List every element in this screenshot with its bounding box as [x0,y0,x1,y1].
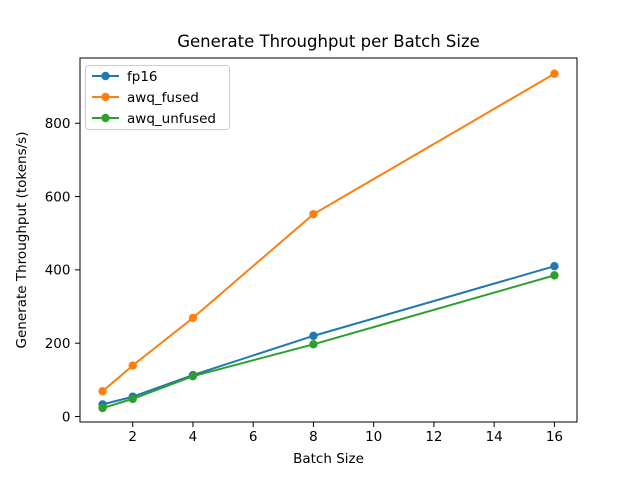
legend-label-awq_unfused: awq_unfused [127,111,216,127]
y-tick-label: 800 [45,116,71,132]
series-marker-awq_fused [128,361,137,370]
legend-marker-sample [101,92,110,102]
x-tick-label: 14 [486,429,503,445]
x-tick-label: 16 [546,429,563,445]
series-marker-awq_unfused [98,403,107,413]
series-marker-awq_unfused [188,371,198,381]
x-tick-label: 2 [128,429,137,445]
x-tick-label: 4 [189,429,198,445]
series-marker-awq_unfused [550,271,559,280]
series-marker-awq_unfused [309,340,318,349]
y-tick-label: 400 [45,263,71,279]
chart-title: Generate Throughput per Batch Size [177,32,480,51]
series-marker-awq_fused [309,209,318,219]
legend: fp16 awq_fused awq_unfused [85,65,230,130]
y-tick-label: 200 [45,336,71,352]
y-tick-label: 0 [62,409,71,425]
series-marker-fp16 [309,331,318,341]
series-marker-awq_unfused [128,394,137,404]
x-tick-label: 6 [249,429,258,445]
legend-box [85,65,230,130]
series-marker-awq_fused [98,387,107,396]
x-tick-label: 12 [425,429,442,445]
axes-layer: 2 4 6 8 10 12 14 16 0 200 400 600 800 [45,116,563,445]
legend-label-fp16: fp16 [127,69,158,85]
legend-marker-sample [101,113,110,123]
series-marker-awq_fused [188,313,198,323]
series-marker-fp16 [550,262,559,271]
x-tick-label: 10 [365,429,382,445]
x-axis-label: Batch Size [293,451,364,467]
x-tick-label: 8 [309,429,318,445]
series-layer [98,69,559,413]
y-axis-label: Generate Throughput (tokens/s) [14,132,30,349]
legend-label-awq_fused: awq_fused [127,90,199,106]
series-marker-awq_fused [550,69,559,78]
y-tick-label: 600 [45,189,71,205]
legend-marker-sample [101,71,110,81]
